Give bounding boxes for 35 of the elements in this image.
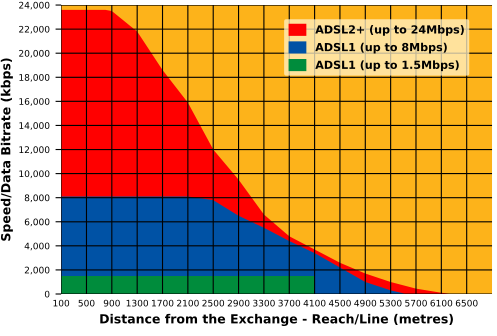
x-tick-label: 100: [54, 300, 70, 307]
x-axis-title: Distance from the Exchange - Reach/Line (metres): [100, 314, 453, 326]
x-tick-label: 3700: [278, 300, 300, 307]
y-tick-label: 20,000: [19, 50, 50, 58]
x-tick-label: 6100: [430, 300, 452, 307]
legend-label: ADSL1 (up to 8Mbps): [315, 42, 447, 54]
y-tick-label: 24,000: [19, 2, 50, 10]
x-tick-label: 900: [104, 300, 120, 307]
legend-label: ADSL2+ (up to 24Mbps): [315, 25, 464, 36]
x-tick-label: 2900: [228, 300, 250, 307]
x-tick-label: 3300: [253, 300, 275, 307]
x-tick-label: 2500: [202, 300, 224, 307]
x-tick-label: 500: [78, 300, 94, 307]
y-tick-label: 0: [44, 290, 50, 298]
x-tick-label: 1300: [126, 300, 148, 307]
y-axis-title: Speed/Data Bitrate (kbps): [0, 58, 13, 241]
y-tick-label: 8,000: [24, 194, 50, 202]
y-tick-label: 2,000: [24, 266, 50, 274]
x-tick-label: 2100: [177, 300, 199, 307]
x-tick-label: 4500: [328, 300, 351, 307]
y-tick-label: 6,000: [24, 218, 50, 226]
y-tick-label: 12,000: [19, 146, 50, 154]
y-tick-label: 14,000: [19, 122, 50, 130]
y-tick-label: 18,000: [19, 74, 50, 82]
x-tick-label: 5300: [380, 300, 402, 307]
y-tick-label: 10,000: [19, 170, 50, 178]
x-tick-label: 5700: [405, 300, 427, 307]
y-tick-label: 16,000: [19, 98, 50, 106]
x-tick-label: 4100: [304, 300, 326, 307]
x-tick-label: 4900: [354, 300, 376, 307]
y-tick-label: 4,000: [24, 242, 50, 250]
x-tick-label: 1700: [152, 300, 174, 307]
y-tick-label: 22,000: [19, 26, 50, 34]
legend-label: ADSL1 (up to 1.5Mbps): [315, 60, 459, 72]
x-tick-label: 6500: [456, 300, 478, 307]
